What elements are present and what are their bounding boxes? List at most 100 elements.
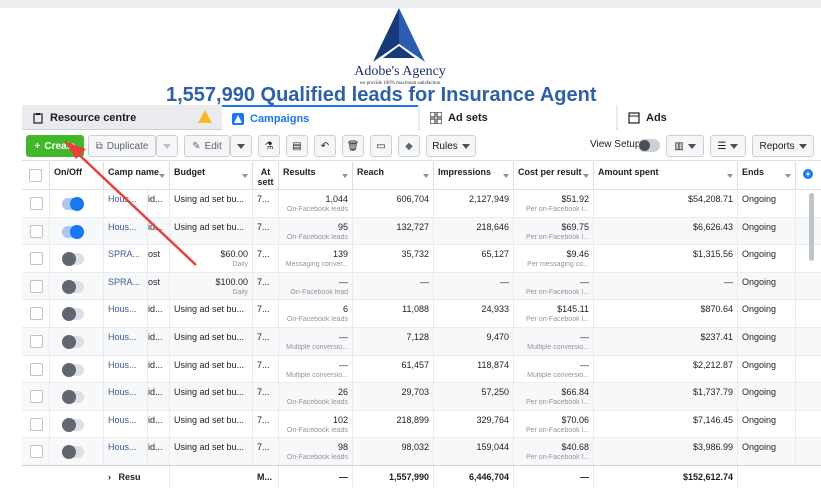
table-row[interactable]: SPRA... ost $60.00 Daily 7... 139 Messaging co…	[22, 245, 821, 273]
amount-cell: $2,212.87	[594, 355, 738, 383]
header-reach[interactable]: Reach	[353, 162, 434, 190]
header-ends-label: Ends	[742, 167, 765, 177]
vertical-scrollbar[interactable]	[809, 193, 814, 261]
campaign-name-link[interactable]: Hous...	[108, 304, 137, 315]
campaign-name-link[interactable]: Hous...	[108, 221, 137, 232]
row-checkbox[interactable]	[30, 307, 43, 321]
breakdown-button[interactable]: ☰	[710, 135, 746, 157]
undo-button[interactable]: ↶	[314, 135, 336, 157]
campaign-name-link[interactable]: Hous...	[108, 194, 137, 204]
rules-button[interactable]: Rules	[426, 135, 476, 157]
row-checkbox[interactable]	[30, 335, 43, 348]
sort-icon	[785, 174, 791, 178]
tab-campaigns[interactable]: Campaigns	[222, 105, 418, 130]
warning-icon	[198, 110, 212, 123]
campaign-name-link[interactable]: Hous...	[108, 414, 137, 425]
header-ends[interactable]: Ends	[738, 162, 796, 190]
reach-cell: 29,703	[353, 383, 434, 411]
tag-button[interactable]: ◆	[398, 135, 420, 157]
tab-ad-sets[interactable]: Ad sets	[420, 105, 616, 130]
header-impressions[interactable]: Impressions	[434, 162, 514, 190]
header-results[interactable]: Results	[279, 162, 353, 190]
tab-ads[interactable]: Ads	[618, 105, 821, 130]
view-setup-toggle[interactable]	[638, 139, 660, 152]
logo-mark-icon	[373, 8, 425, 62]
campaign-name-link[interactable]: Hous...	[108, 359, 137, 370]
campaign-name[interactable]: SPRA...	[104, 272, 148, 300]
row-checkbox[interactable]	[30, 362, 43, 376]
reach-cell: 61,457	[353, 355, 434, 383]
campaign-toggle[interactable]	[62, 252, 84, 267]
campaign-toggle[interactable]	[62, 307, 84, 322]
table-row[interactable]: Hous... id... Using ad set bu... 7... 6 On-Fa…	[22, 300, 821, 328]
row-checkbox[interactable]	[30, 279, 43, 293]
edit-button[interactable]: ✎ Edit	[184, 135, 230, 157]
campaign-name[interactable]: Hous...	[104, 355, 148, 383]
create-button[interactable]: + Create	[26, 135, 84, 157]
campaign-toggle[interactable]	[62, 445, 84, 460]
cost-value: $40.68	[561, 442, 589, 453]
header-attribution[interactable]: At sett	[253, 162, 279, 190]
header-reach-label: Reach	[357, 167, 385, 177]
clipboard-button[interactable]: ▤	[286, 135, 308, 157]
campaign-toggle[interactable]	[62, 390, 84, 405]
header-campaign[interactable]: Camp name	[104, 162, 170, 190]
duplicate-dropdown[interactable]	[156, 135, 178, 157]
campaign-name-link[interactable]: Hous...	[108, 332, 137, 342]
header-cost[interactable]: Cost per result	[514, 162, 594, 190]
table-row[interactable]: Hous... id... Using ad set bu... 7... — Multi…	[22, 328, 821, 356]
row-checkbox[interactable]	[30, 252, 43, 266]
preview-button[interactable]: ▭	[370, 135, 392, 157]
campaign-name-link[interactable]: Hous...	[108, 387, 137, 398]
row-checkbox[interactable]	[30, 390, 43, 404]
campaign-name-link[interactable]: Hous...	[108, 442, 137, 453]
table-row[interactable]: Hous... id... Using ad set bu... 7... 26 On-F…	[22, 383, 821, 411]
campaign-toggle[interactable]	[62, 197, 84, 211]
reports-button[interactable]: Reports	[752, 135, 814, 157]
campaign-name[interactable]: Hous...	[104, 300, 148, 328]
results-value: 102	[332, 414, 348, 425]
budget-cell: Using ad set bu...	[170, 190, 253, 217]
campaign-toggle[interactable]	[62, 362, 84, 377]
header-impressions-label: Impressions	[438, 167, 492, 177]
campaign-name[interactable]: Hous...	[104, 190, 148, 217]
table-row[interactable]: SPRA... ost $100.00 Daily 7... — On-Facebook l…	[22, 272, 821, 301]
campaign-name[interactable]: Hous...	[104, 217, 148, 245]
tab-resource-centre[interactable]: Resource centre	[22, 105, 222, 130]
campaign-name[interactable]: SPRA...	[104, 245, 148, 273]
campaign-toggle[interactable]	[62, 224, 84, 239]
campaign-toggle[interactable]	[62, 417, 84, 432]
ad-icon	[628, 111, 640, 124]
columns-button[interactable]: ▥	[666, 135, 704, 157]
table-row[interactable]: Hous... id... Using ad set bu... 7... — Multi…	[22, 355, 821, 384]
row-checkbox[interactable]	[30, 417, 43, 431]
campaign-name[interactable]: Hous...	[104, 383, 148, 411]
edit-dropdown[interactable]	[230, 135, 252, 157]
select-all-checkbox[interactable]	[29, 169, 42, 182]
flask-icon: ⚗	[264, 140, 274, 152]
table-row[interactable]: Hous... id... Using ad set bu... 7... 102 On-…	[22, 410, 821, 439]
campaign-name-link[interactable]: SPRA...	[108, 276, 141, 287]
header-budget[interactable]: Budget	[170, 162, 253, 190]
table-row[interactable]: Hous... id... Using ad set bu... 7... 1,044 O…	[22, 190, 821, 218]
campaign-toggle[interactable]	[62, 335, 84, 349]
test-button[interactable]: ⚗	[258, 135, 280, 157]
table-row[interactable]: Hous... id... Using ad set bu... 7... 98 On-F…	[22, 438, 821, 466]
row-checkbox[interactable]	[30, 197, 43, 210]
delete-button[interactable]: 🗑	[342, 135, 364, 157]
campaign-name-link[interactable]: SPRA...	[108, 249, 141, 260]
add-column-icon[interactable]: +	[803, 169, 813, 179]
results-sub: On-Facebook leads	[286, 454, 348, 462]
totals-label-cell[interactable]: › Resu	[104, 466, 170, 488]
campaign-name[interactable]: Hous...	[104, 328, 148, 355]
row-checkbox[interactable]	[30, 445, 43, 459]
campaign-name[interactable]: Hous...	[104, 438, 148, 466]
header-onoff[interactable]: On/Off	[50, 162, 104, 190]
table-row[interactable]: Hous... id... Using ad set bu... 7... 95 On-F…	[22, 217, 821, 246]
campaign-toggle[interactable]	[62, 279, 84, 294]
chevron-down-icon	[687, 143, 696, 149]
duplicate-button[interactable]: ⧉ Duplicate	[88, 135, 156, 157]
campaign-name[interactable]: Hous...	[104, 410, 148, 438]
header-amount[interactable]: Amount spent	[594, 162, 738, 190]
row-checkbox[interactable]	[30, 224, 43, 238]
